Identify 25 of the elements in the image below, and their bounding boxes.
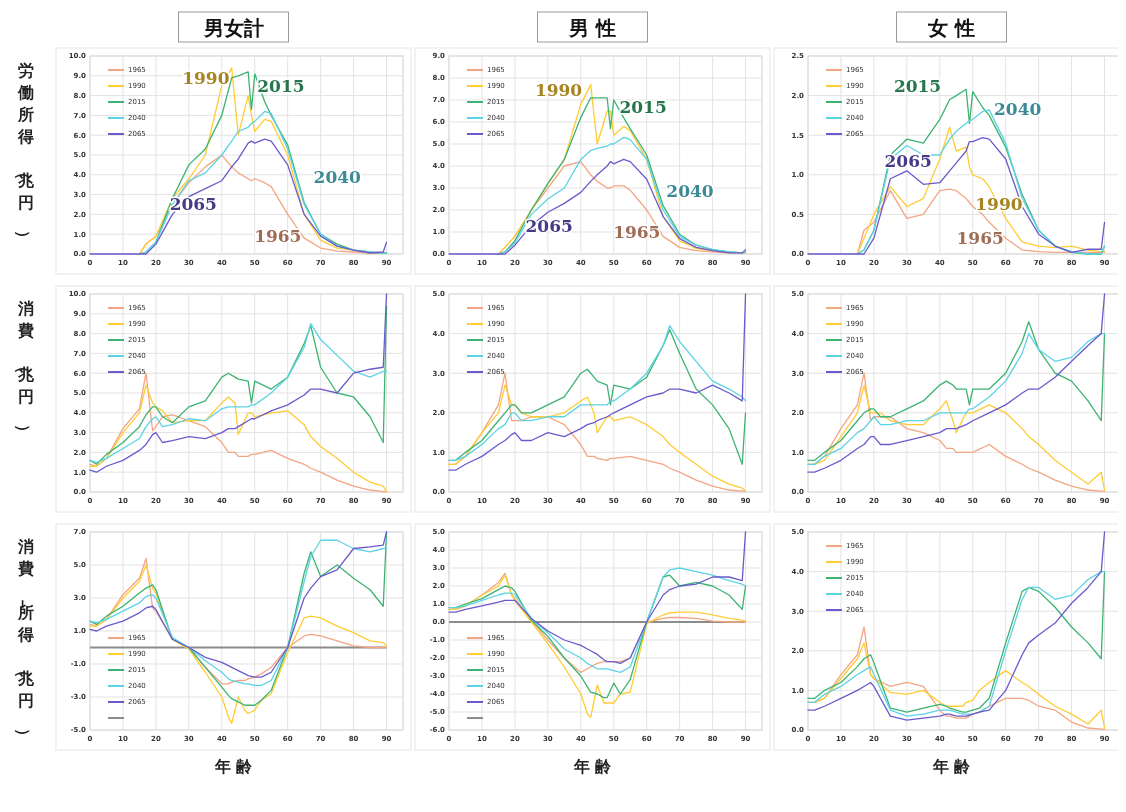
line-series	[448, 293, 747, 471]
annotation: 2040	[666, 180, 714, 201]
chart-title: 女 性	[927, 16, 975, 40]
annotation: 2015	[619, 97, 667, 118]
line-series	[448, 158, 747, 255]
line-series	[89, 564, 388, 725]
annotation: 1965	[956, 228, 1004, 249]
line-series	[807, 293, 1106, 473]
x-axis-title: 年 齢	[572, 757, 613, 776]
annotation: 1965	[254, 226, 302, 247]
chart-title: 男女計	[202, 16, 264, 40]
line-series	[856, 188, 1106, 255]
line-series	[807, 531, 1106, 721]
line-series	[448, 531, 747, 665]
line-series	[89, 138, 388, 255]
annotation: 2040	[994, 99, 1042, 120]
annotation: 2015	[257, 75, 305, 96]
annotation: 2015	[893, 75, 942, 96]
annotation: 1965	[613, 222, 661, 243]
annotation: 1990	[534, 79, 583, 100]
annotation: 2040	[313, 166, 362, 187]
x-axis-title: 年 齢	[931, 757, 972, 776]
x-axis-title: 年 齢	[213, 757, 254, 776]
line-series	[807, 136, 1106, 255]
chart-title: 男 性	[568, 16, 616, 40]
